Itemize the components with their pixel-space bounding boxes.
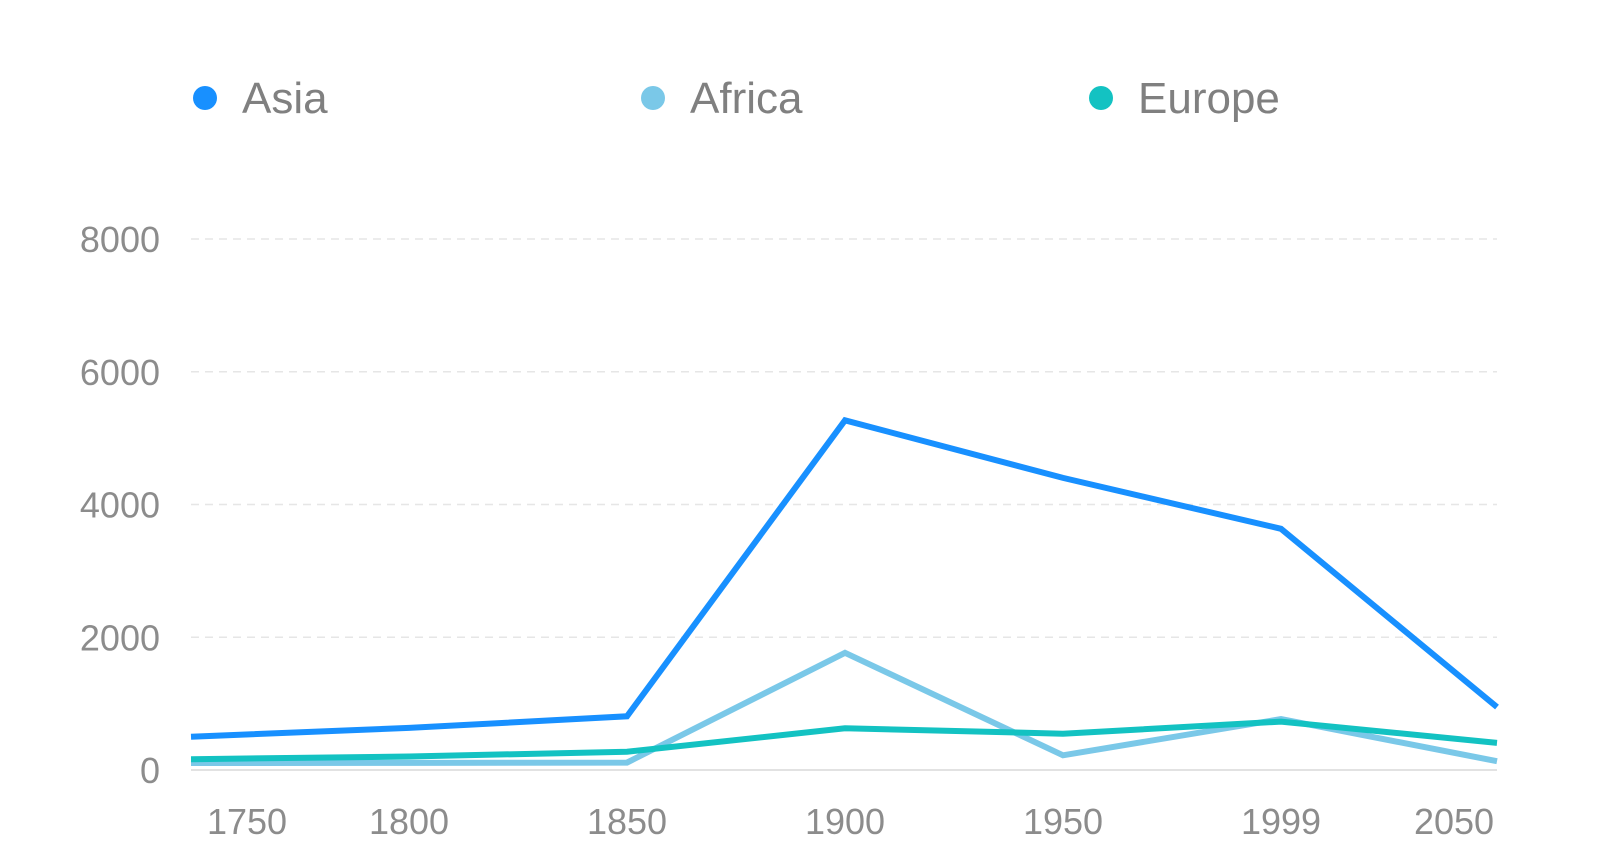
y-tick-label: 8000 [80,219,160,260]
legend-label: Africa [690,74,803,123]
legend: Asia Africa Europe [193,74,1280,123]
series-line-europe [190,718,1498,763]
x-tick-label: 2050 [1414,801,1494,842]
legend-marker-icon [193,86,217,110]
x-tick-label: 1800 [369,801,449,842]
series-lines [190,416,1499,766]
grid-lines [191,238,1497,771]
legend-marker-icon [1089,86,1113,110]
legend-label: Asia [242,74,328,123]
y-tick-label: 6000 [80,352,160,393]
y-tick-label: 2000 [80,617,160,658]
series-line-africa [190,649,1498,766]
x-tick-label: 1850 [587,801,667,842]
y-axis: 0 2000 4000 6000 8000 [80,219,160,791]
y-tick-label: 0 [140,750,160,791]
x-axis: 1750 1800 1850 1900 1950 1999 2050 [207,801,1494,842]
legend-item-africa[interactable]: Africa [641,74,803,123]
x-tick-label: 1750 [207,801,287,842]
x-tick-label: 1999 [1241,801,1321,842]
x-tick-label: 1950 [1023,801,1103,842]
y-tick-label: 4000 [80,485,160,526]
legend-item-europe[interactable]: Europe [1089,74,1280,123]
legend-label: Europe [1138,74,1280,123]
legend-item-asia[interactable]: Asia [193,74,328,123]
x-tick-label: 1900 [805,801,885,842]
legend-marker-icon [641,86,665,110]
series-line-asia [190,416,1499,740]
